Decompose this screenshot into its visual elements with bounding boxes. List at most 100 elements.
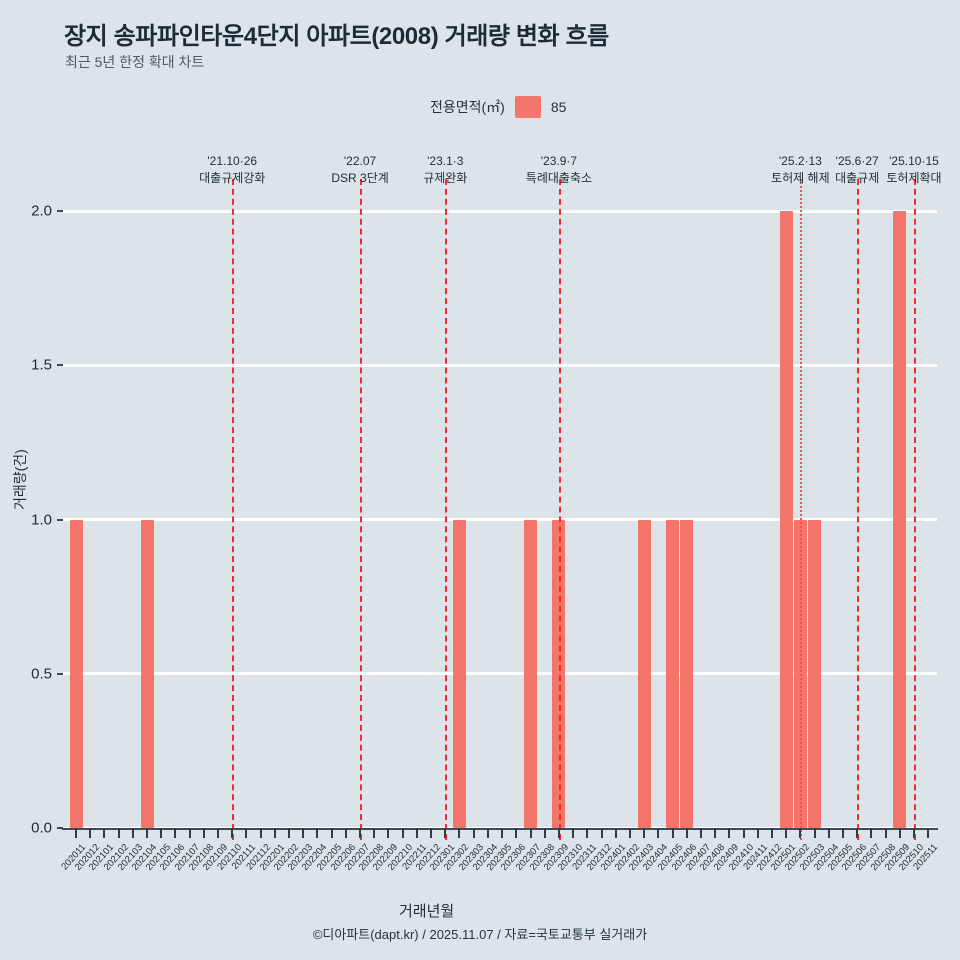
chart-credit: ©디아파트(dapt.kr) / 2025.11.07 / 자료=국토교통부 실… (312, 927, 648, 942)
x-tick-mark (359, 828, 362, 838)
event-desc: 대출규제강화 (199, 171, 266, 185)
x-tick-mark (245, 828, 248, 838)
y-tick-label: 0.5 (31, 665, 52, 683)
event-date: '25.2·13 (778, 154, 822, 168)
gridline (63, 209, 937, 213)
legend-label-85: 85 (550, 99, 567, 115)
bar[interactable] (680, 519, 694, 828)
legend-title: 전용면적(㎡) (430, 99, 505, 115)
x-tick-mark (586, 828, 589, 838)
x-tick-mark (685, 828, 688, 838)
event-line (232, 179, 235, 840)
x-tick-mark (387, 828, 390, 838)
x-tick-mark (472, 828, 475, 838)
y-tick-label: 2.0 (31, 202, 52, 220)
event-date: '23.9·7 (540, 154, 578, 168)
x-tick-mark (671, 828, 674, 838)
x-tick-mark (870, 828, 873, 838)
x-tick-mark (273, 828, 276, 838)
x-tick-mark (898, 828, 901, 838)
y-tick-label: 1.0 (31, 511, 52, 528)
event-desc: 토허제 해제 (771, 171, 830, 185)
x-tick-mark (643, 828, 646, 838)
bar[interactable] (808, 519, 822, 828)
x-tick-mark (75, 828, 77, 838)
x-tick-mark (515, 828, 518, 838)
bar[interactable] (69, 519, 83, 828)
x-tick-mark (188, 828, 191, 838)
gridline (63, 518, 937, 521)
event-label: '21.10·26 대출규제강화 (172, 153, 292, 187)
event-desc: 토허제확대 (886, 171, 942, 185)
event-label: '25.2·13 토허제 해제 (740, 153, 860, 187)
y-tick-label: 1.5 (31, 356, 52, 374)
x-tick-mark (856, 828, 859, 838)
x-tick-mark (458, 828, 461, 838)
x-tick-mark (657, 828, 660, 838)
x-tick-mark (430, 828, 433, 838)
y-tick-mark (57, 827, 63, 829)
bar[interactable] (140, 519, 154, 828)
event-label: '25.10·15 토허제확대 (854, 153, 960, 187)
x-tick-mark (770, 828, 773, 838)
event-desc: 규제완화 (423, 171, 468, 185)
x-tick-mark (884, 828, 887, 838)
gridline (63, 672, 937, 676)
y-tick-mark (57, 672, 63, 675)
bar[interactable] (524, 519, 537, 828)
x-tick-mark (600, 828, 603, 838)
event-desc: 특례대출축소 (525, 171, 593, 185)
x-tick-mark (827, 828, 830, 838)
bar[interactable] (893, 211, 907, 828)
event-line (913, 179, 916, 840)
x-tick-mark (117, 828, 120, 838)
bar[interactable] (666, 519, 680, 828)
x-tick-mark (756, 828, 759, 838)
bar[interactable] (637, 519, 651, 828)
x-tick-mark (217, 828, 220, 838)
x-tick-mark (714, 828, 717, 838)
y-tick-mark (57, 518, 63, 521)
event-date: '25.6·27 (835, 154, 879, 168)
event-label: '23.1·3 규제완화 (385, 153, 505, 187)
x-tick-mark (89, 828, 92, 838)
x-tick-mark (799, 828, 802, 838)
chart-subtitle: 최근 5년 한정 확대 차트 (65, 54, 205, 70)
x-tick-mark (927, 828, 930, 838)
event-label: '23.9·7 특례대출축소 (499, 153, 619, 187)
plot-area: 0.0 0.5 1.0 1.5 2.0 '21.10·26 대출규제강화 '22.07 DSR… (31, 154, 941, 873)
x-tick-mark (174, 828, 177, 838)
bar[interactable] (452, 519, 466, 828)
x-tick-mark (444, 828, 447, 838)
event-line (558, 179, 561, 840)
x-tick-mark (103, 828, 106, 838)
legend-swatch-85 (514, 96, 541, 118)
x-tick-mark (401, 828, 404, 838)
event-line (445, 179, 448, 840)
x-axis-title: 거래년월 (399, 903, 455, 920)
x-tick-mark (344, 828, 347, 838)
bar[interactable] (779, 211, 793, 828)
x-axis-line (62, 828, 938, 830)
x-tick-mark (742, 828, 745, 838)
x-tick-mark (146, 828, 149, 838)
x-tick-mark (415, 828, 418, 838)
y-axis-title: 거래량(건) (12, 449, 28, 510)
gridline (63, 363, 937, 367)
event-line (857, 179, 860, 840)
x-tick-mark (160, 828, 163, 838)
x-tick-mark (288, 828, 291, 838)
x-tick-mark (501, 828, 504, 838)
x-tick-mark (841, 828, 844, 838)
event-line (800, 179, 803, 840)
x-tick-mark (259, 828, 262, 838)
y-tick-mark (57, 364, 63, 367)
x-tick-mark (529, 828, 532, 838)
x-tick-mark (785, 828, 788, 838)
x-tick-mark (302, 828, 305, 838)
x-tick-mark (202, 828, 205, 838)
y-tick-label: 0.0 (31, 819, 52, 837)
event-date: '23.1·3 (427, 154, 464, 168)
event-label: '22.07 DSR 3단계 (300, 153, 420, 187)
